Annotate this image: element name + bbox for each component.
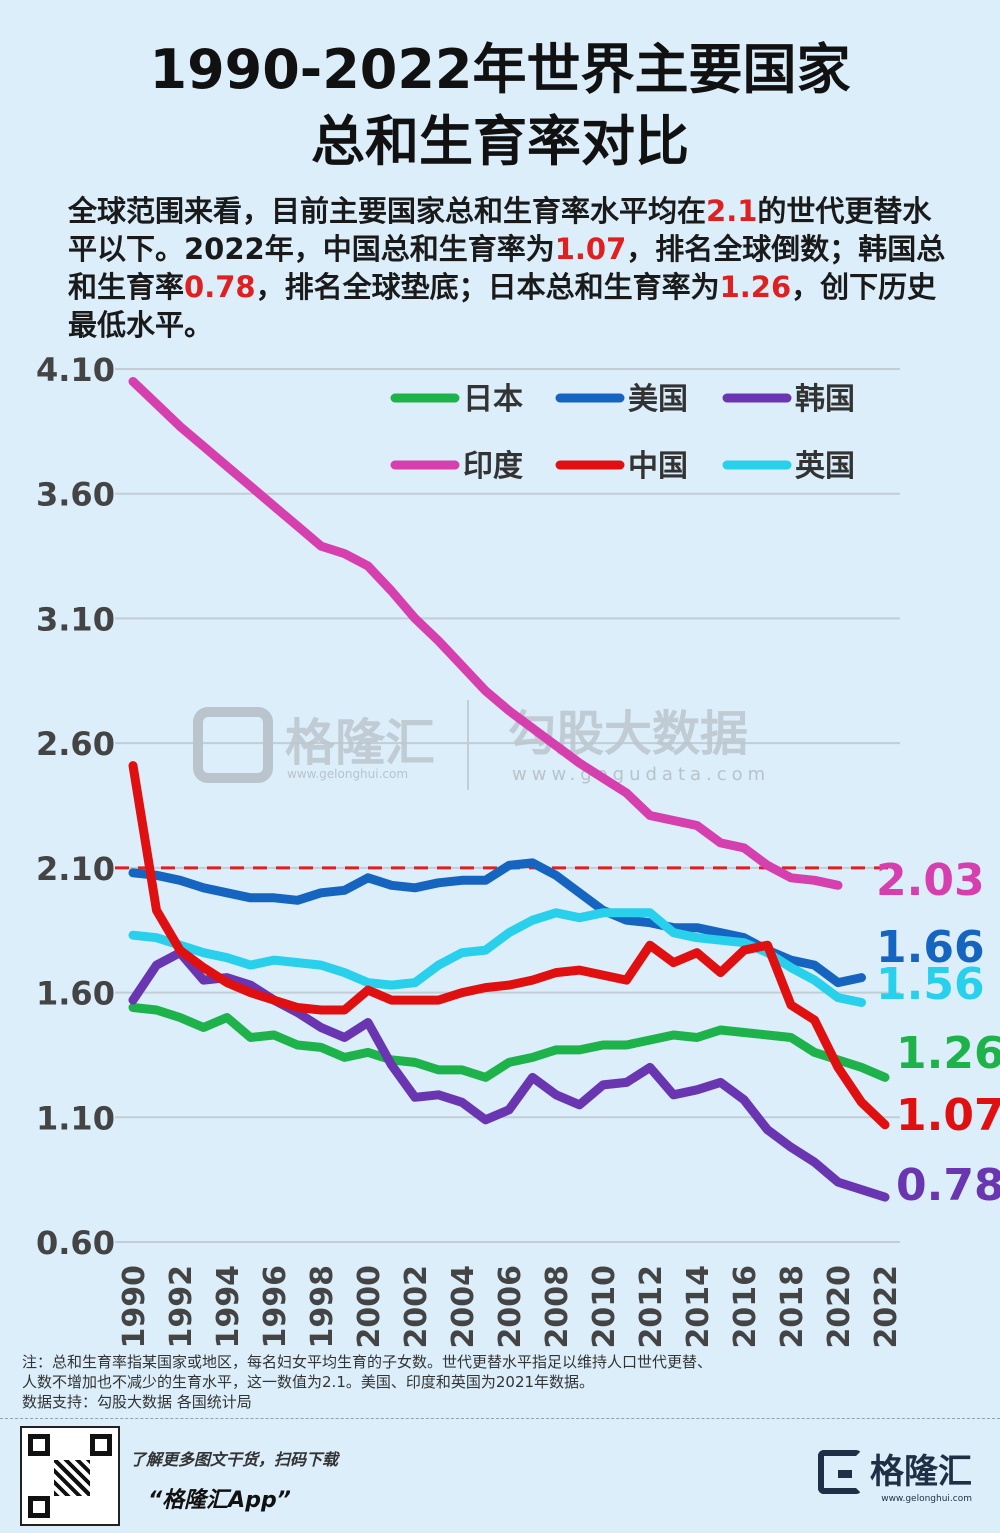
footnotes: 注：总和生育率指某国家或地区，每名妇女平均生育的子女数。世代更替水平指足以维持人…	[22, 1352, 982, 1412]
series-line-美国	[128, 858, 866, 988]
series-line-印度	[128, 377, 843, 890]
intro-part2: 的世代更替水平以下。2022年，中国总和生育率为	[68, 194, 932, 266]
divider	[0, 1418, 1000, 1419]
note-line1: 注：总和生育率指某国家或地区，每名妇女平均生育的子女数。世代更替水平指足以维持人…	[22, 1353, 713, 1371]
legend-label: 中国	[628, 449, 688, 484]
legend-label: 印度	[463, 449, 523, 484]
brand-name: 格隆汇	[870, 1452, 972, 1492]
x-tick-label: 1998	[305, 1265, 340, 1349]
x-tick-label: 1994	[211, 1265, 246, 1349]
x-tick-label: 2000	[352, 1265, 387, 1349]
legend-label: 英国	[795, 449, 855, 484]
end-value-label: 1.07	[896, 1090, 1000, 1141]
legend-label: 日本	[463, 382, 523, 417]
x-tick-label: 2006	[493, 1265, 528, 1349]
intro-highlight-japan: 1.26	[719, 270, 792, 304]
watermark-url: www.gelonghui.com	[287, 767, 408, 781]
watermark-url-2: www.gogudata.com	[512, 764, 770, 785]
qr-code-icon[interactable]	[20, 1426, 120, 1526]
footer: 了解更多图文干货，扫码下载 “格隆汇App” 格隆汇 www.gelonghui…	[0, 1420, 1000, 1533]
end-value-label: 2.03	[876, 855, 985, 906]
series-line-英国	[128, 908, 866, 1007]
x-tick-label: 1990	[117, 1265, 152, 1349]
y-tick-label: 4.10	[36, 351, 115, 389]
x-tick-label: 2016	[728, 1265, 763, 1349]
end-value-label: 1.26	[896, 1028, 1000, 1079]
intro-part1: 全球范围来看，目前主要国家总和生育率水平均在	[68, 194, 707, 228]
x-tick-label: 1992	[164, 1265, 199, 1349]
series-line-中国	[128, 761, 890, 1130]
chart-title-line2: 总和生育率对比	[311, 110, 689, 173]
intro-part5: ，创下历史最低水平。	[68, 270, 937, 342]
intro-highlight-replacement: 2.1	[706, 194, 758, 228]
intro-highlight-china: 1.07	[554, 232, 627, 266]
y-tick-label: 3.10	[36, 600, 115, 638]
chart-title: 1990-2022年世界主要国家	[149, 38, 851, 101]
intro-part4: ，排名全球垫底；日本总和生育率为	[255, 270, 720, 304]
x-tick-label: 2012	[634, 1265, 669, 1349]
series-line-日本	[128, 1003, 890, 1082]
y-tick-label: 3.60	[36, 476, 115, 514]
note-line2: 人数不增加也不减少的生育水平，这一数值为2.1。美国、印度和英国为2021年数据…	[22, 1373, 595, 1391]
x-tick-label: 1996	[258, 1265, 293, 1349]
x-tick-label: 2010	[587, 1265, 622, 1349]
intro-text: 全球范围来看，目前主要国家总和生育率水平均在2.1的世代更替水平以下。2022年…	[68, 192, 948, 344]
watermark-brand-2: 勾股大数据	[508, 706, 748, 762]
x-tick-label: 2008	[540, 1265, 575, 1349]
y-tick-label: 2.60	[36, 725, 115, 763]
legend-label: 韩国	[795, 382, 855, 417]
brand-logo: 格隆汇 www.gelonghui.com	[818, 1450, 972, 1504]
x-tick-label: 2002	[399, 1265, 434, 1349]
x-tick-label: 2014	[681, 1265, 716, 1349]
x-tick-label: 2004	[446, 1265, 481, 1349]
data-source: 数据支持：勾股大数据 各国统计局	[22, 1393, 252, 1411]
watermark-brand: 格隆汇	[285, 714, 435, 772]
g-logo-icon	[818, 1450, 862, 1494]
intro-highlight-korea: 0.78	[184, 270, 256, 304]
x-tick-label: 2020	[822, 1265, 857, 1349]
x-tick-label: 2022	[869, 1265, 904, 1349]
y-tick-label: 2.10	[36, 850, 115, 888]
x-tick-label: 2018	[775, 1265, 810, 1349]
y-tick-label: 1.60	[36, 975, 115, 1013]
end-value-label: 1.56	[876, 959, 985, 1010]
watermark-logo-icon	[193, 707, 273, 783]
footer-app-name: “格隆汇App”	[148, 1488, 291, 1513]
end-value-label: 0.78	[896, 1160, 1000, 1211]
y-tick-label: 0.60	[36, 1224, 115, 1262]
end-value-label: 1.66	[876, 922, 985, 973]
footer-cta: 了解更多图文干货，扫码下载	[130, 1450, 339, 1469]
series-line-韩国	[128, 948, 890, 1202]
y-tick-label: 1.10	[36, 1099, 115, 1137]
legend-label: 美国	[628, 382, 688, 417]
brand-url: www.gelonghui.com	[881, 1494, 972, 1504]
intro-part3: ，排名全球倒数；韩国总和生育率	[68, 232, 946, 304]
